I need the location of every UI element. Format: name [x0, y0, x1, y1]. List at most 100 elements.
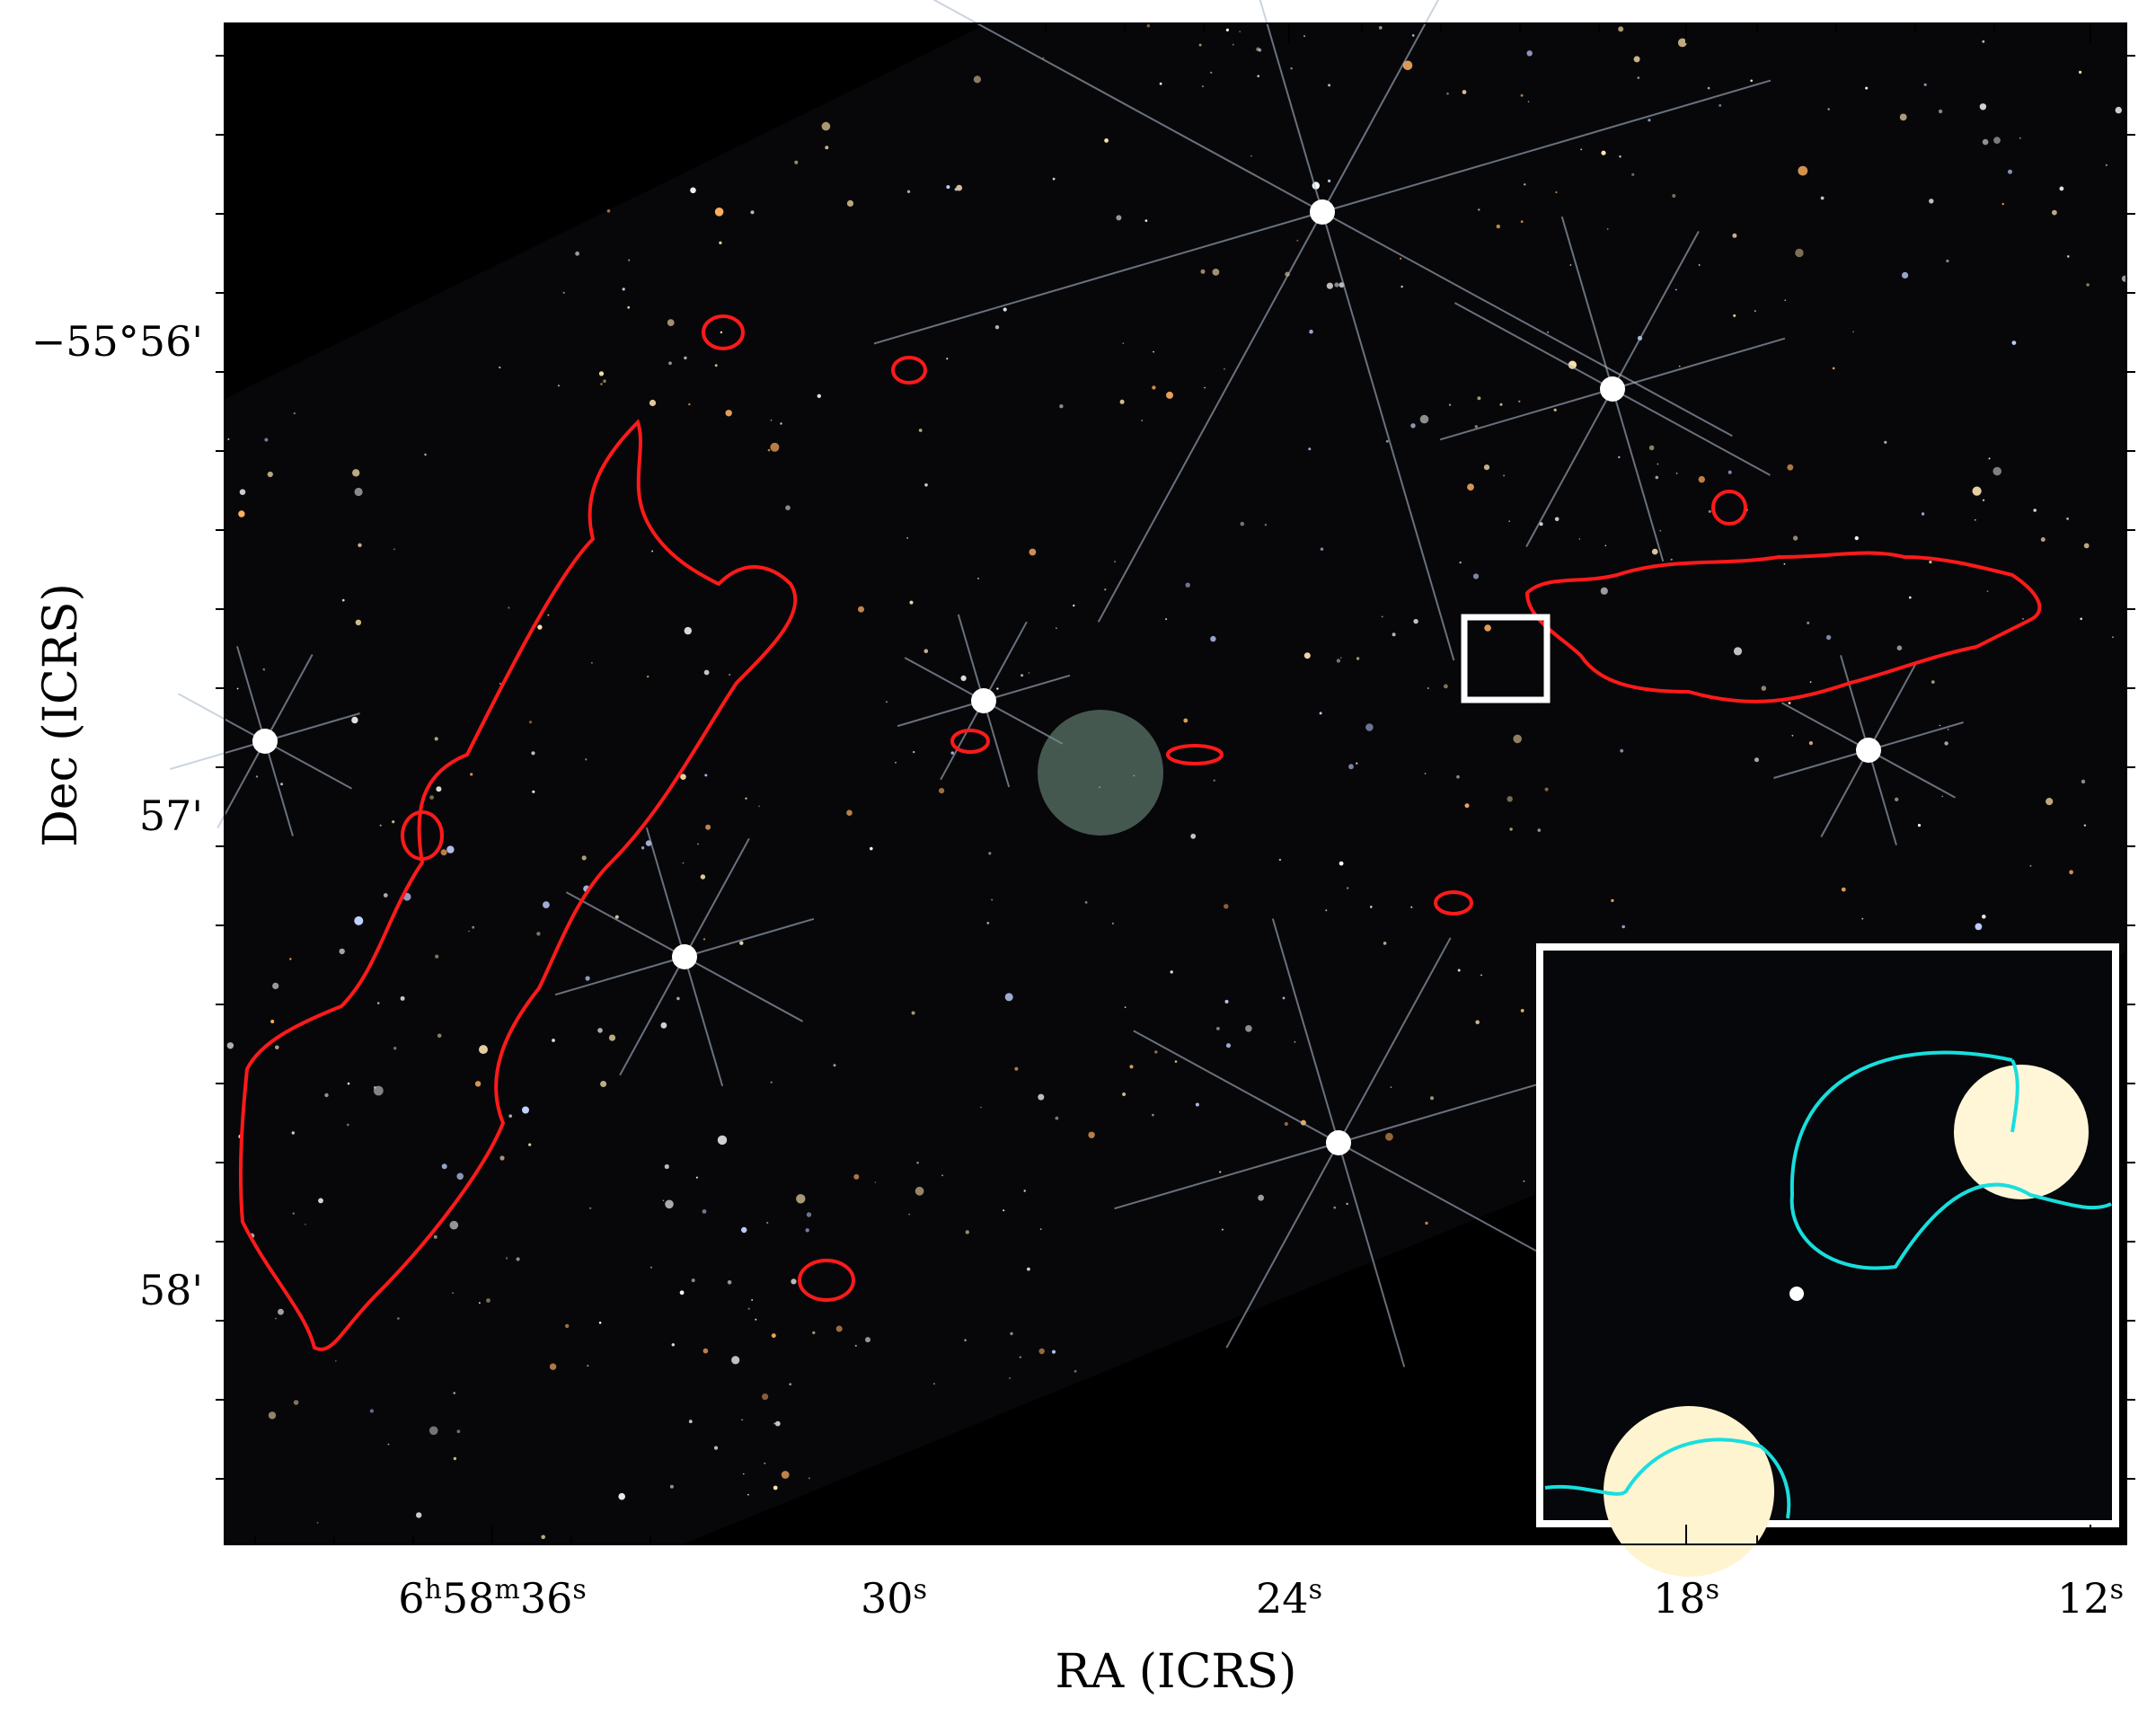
diffraction-spike: [1840, 655, 1869, 751]
star: [1224, 904, 1229, 909]
star: [669, 1484, 674, 1489]
star: [387, 1443, 390, 1446]
star: [1820, 196, 1825, 200]
star: [1975, 923, 1983, 931]
star: [703, 669, 710, 676]
star: [479, 1302, 481, 1305]
star: [1221, 1228, 1224, 1231]
contour: [238, 419, 798, 1351]
diffraction-spike: [565, 891, 685, 958]
star: [1333, 1206, 1337, 1209]
star: [1917, 824, 1922, 827]
contour: [1166, 744, 1224, 765]
star: [1526, 50, 1533, 57]
star: [275, 1317, 277, 1320]
star: [821, 121, 831, 131]
star: [1986, 590, 1989, 592]
star: [1052, 177, 1056, 181]
star: [1475, 1020, 1480, 1025]
star: [700, 874, 706, 880]
star: [562, 291, 565, 294]
star: [1074, 1369, 1077, 1373]
star: [293, 1400, 299, 1405]
bright-star: [1600, 376, 1625, 402]
star: [717, 1135, 728, 1145]
star: [549, 1363, 557, 1370]
star: [906, 537, 908, 539]
star: [986, 922, 990, 924]
inset-contour: [1544, 1050, 2112, 1519]
star: [1059, 404, 1064, 409]
diffraction-spike: [932, 0, 1323, 213]
star: [1474, 425, 1479, 429]
star: [1513, 734, 1522, 744]
star: [702, 1348, 709, 1354]
diffraction-spike: [897, 700, 985, 728]
star: [825, 146, 829, 150]
superscript: s: [1706, 1574, 1719, 1605]
star: [1798, 165, 1808, 176]
star: [1604, 544, 1607, 547]
star: [453, 1456, 457, 1461]
star: [1294, 1041, 1296, 1043]
star: [1210, 635, 1216, 642]
star: [812, 1331, 816, 1335]
star: [255, 775, 259, 778]
star: [1056, 627, 1057, 629]
star: [758, 805, 760, 808]
star: [275, 1045, 279, 1050]
star: [528, 1143, 532, 1146]
star: [1895, 797, 1899, 801]
star: [662, 1199, 665, 1202]
star: [719, 241, 722, 244]
star: [238, 510, 245, 517]
star: [2022, 617, 2024, 620]
star: [1152, 385, 1156, 390]
inset: [1536, 943, 2119, 1577]
star: [305, 1224, 306, 1225]
star: [1462, 90, 1467, 94]
diffraction-spike: [216, 740, 266, 828]
x-tick-label: 18s: [1653, 1574, 1719, 1623]
star: [456, 1429, 461, 1434]
star: [1413, 618, 1418, 624]
star: [1195, 1102, 1199, 1107]
star: [771, 1333, 776, 1339]
star: [1320, 547, 1324, 551]
y-tick-labels: −55°56' 57' 58': [31, 317, 203, 1314]
star: [1620, 748, 1624, 753]
star: [1578, 538, 1581, 540]
diffraction-spike: [1525, 388, 1613, 547]
star: [773, 1422, 776, 1425]
star: [1931, 680, 1935, 684]
diffraction-spike: [264, 654, 314, 742]
bright-star: [252, 729, 278, 754]
star: [1385, 439, 1389, 443]
star: [614, 915, 619, 919]
star: [817, 394, 821, 398]
star: [1884, 440, 1887, 444]
diffraction-spike: [1321, 211, 1733, 438]
star: [2079, 70, 2082, 74]
star: [1520, 1009, 1524, 1013]
star: [587, 1365, 589, 1367]
star: [441, 1163, 447, 1170]
superscript: h: [425, 1574, 442, 1605]
star: [684, 626, 692, 635]
star: [950, 751, 954, 755]
x-tick-label: 24s: [1256, 1574, 1322, 1623]
diffraction-spike: [619, 956, 685, 1076]
star: [991, 898, 994, 901]
star: [1982, 915, 1986, 919]
star: [1219, 1171, 1222, 1173]
star: [1159, 82, 1162, 85]
star: [1116, 215, 1122, 221]
star: [1946, 259, 1949, 263]
star: [1944, 741, 1948, 746]
star: [2046, 798, 2054, 806]
star: [668, 361, 672, 366]
star: [2067, 255, 2070, 258]
star: [667, 319, 675, 326]
star: [1523, 1180, 1525, 1182]
star: [239, 489, 246, 495]
